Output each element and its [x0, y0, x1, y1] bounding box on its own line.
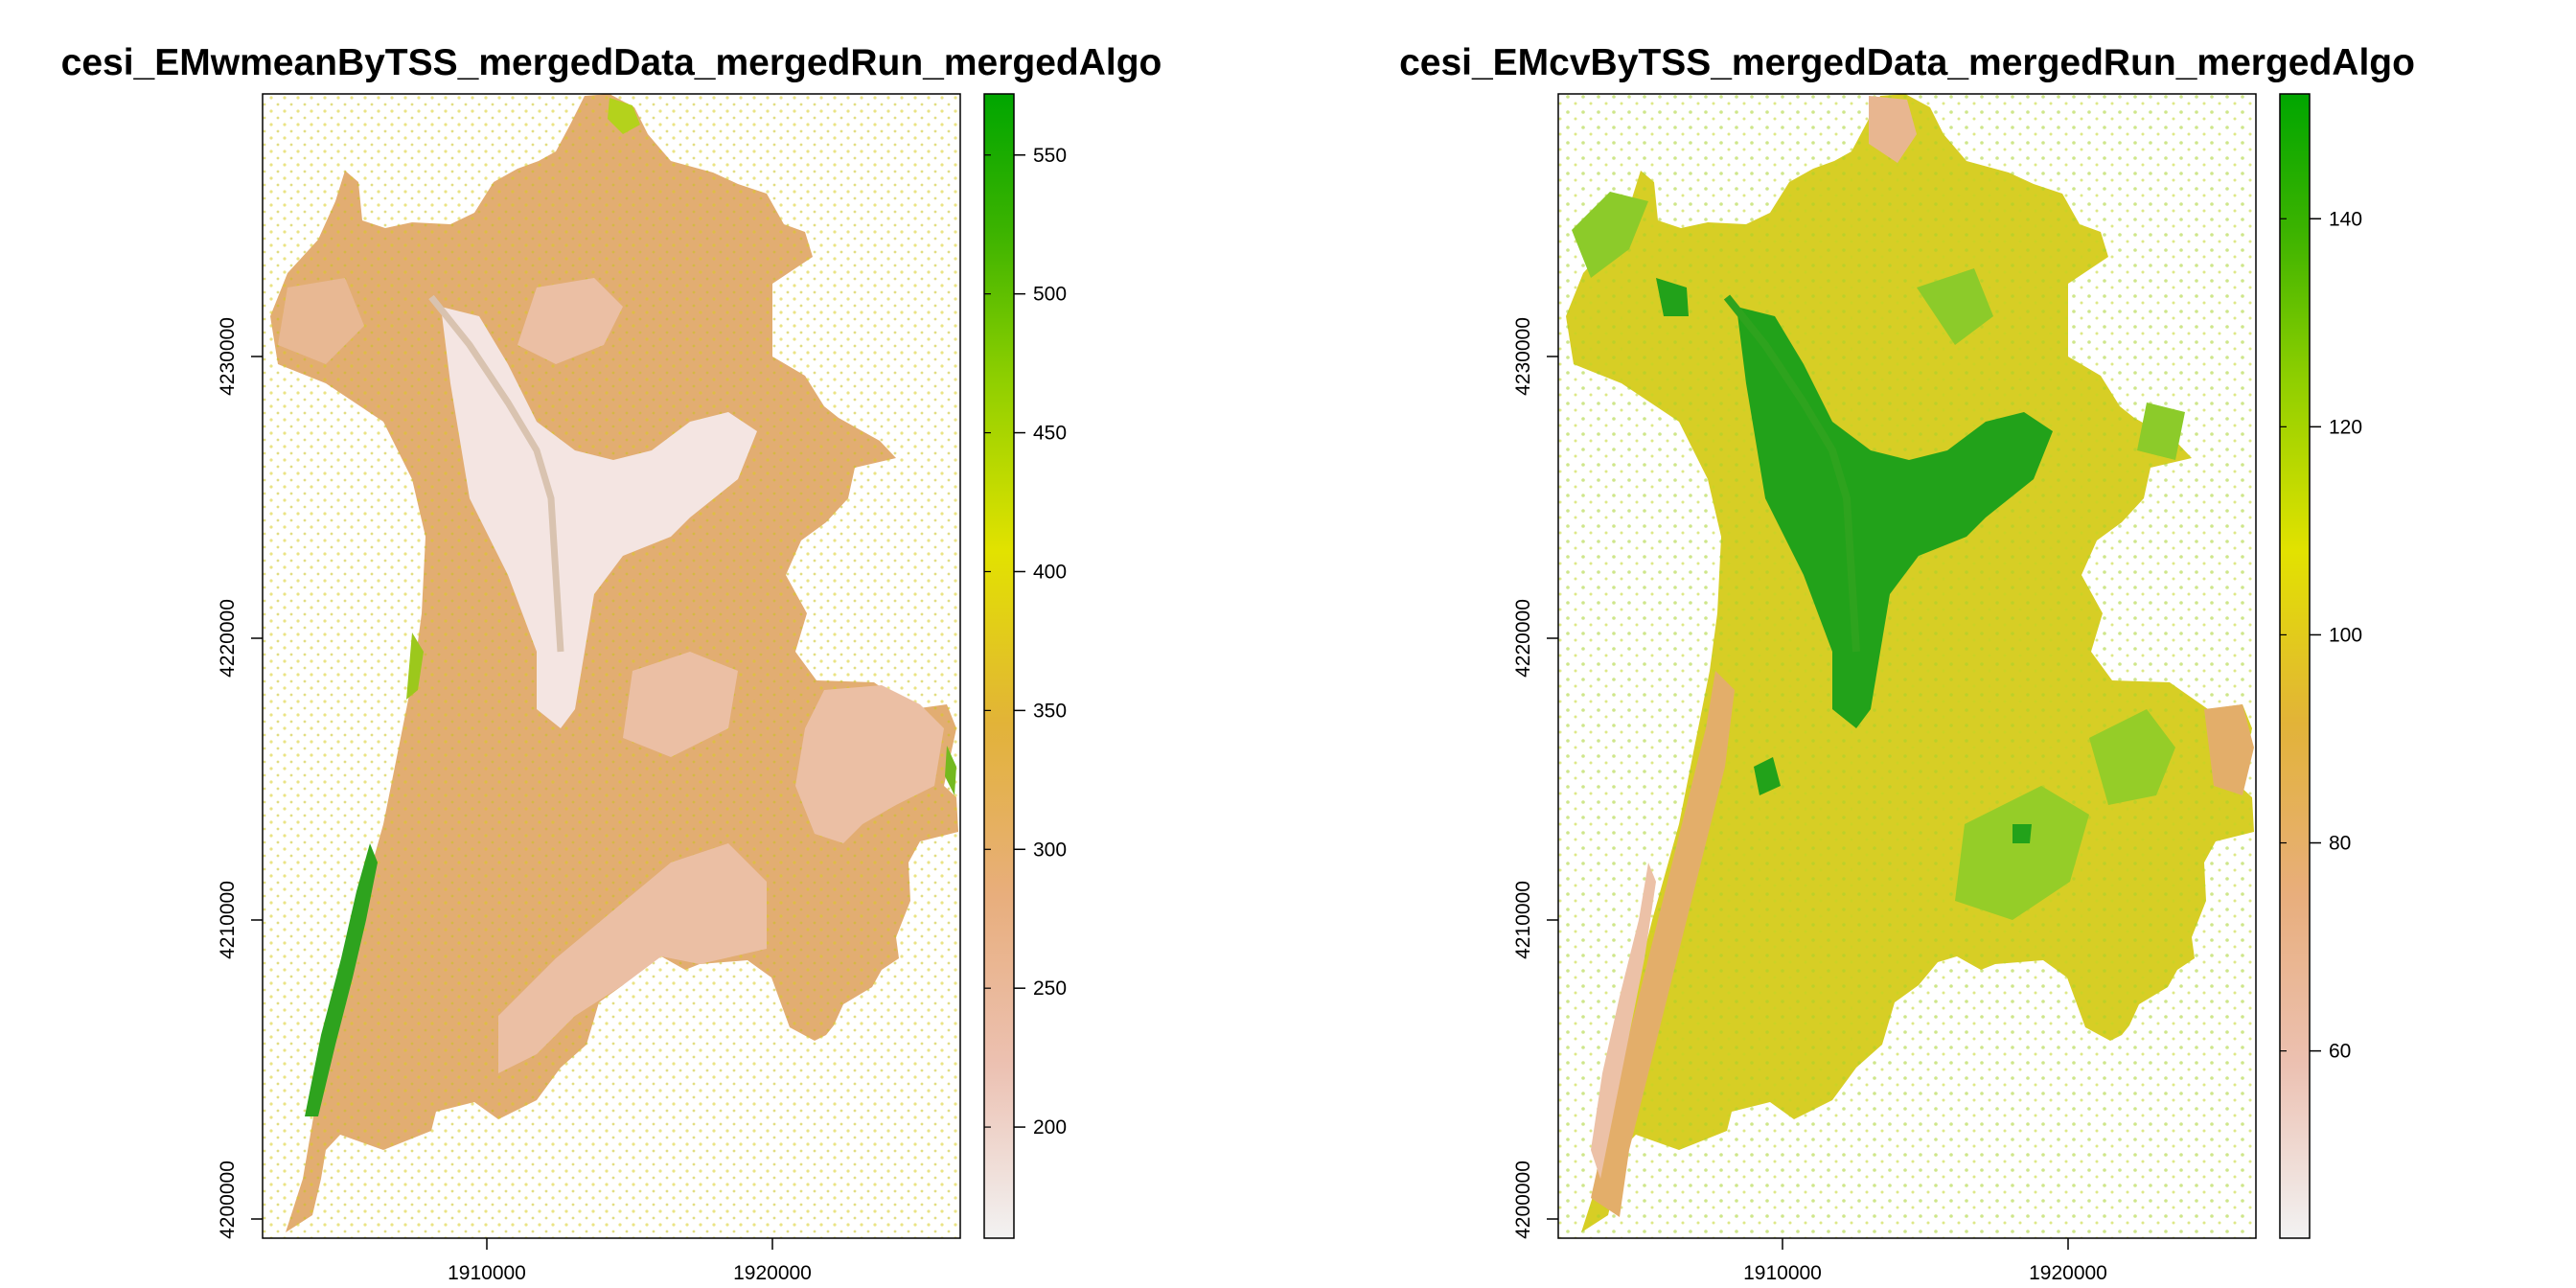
- right-legend-tick-label: 140: [2329, 208, 2362, 230]
- right-urban-core: [1736, 307, 2053, 728]
- left-legend-tick-label: 350: [1033, 700, 1067, 722]
- left-legend: 200 250 300 350 400 450 500 550: [983, 93, 1067, 1239]
- right-darkgreen-patch-w: [1656, 278, 1689, 316]
- left-legend-tick-label: 400: [1033, 561, 1067, 583]
- left-map-frame: [262, 93, 961, 1239]
- right-darkgreen-patch-s: [1754, 757, 1781, 795]
- left-x-tick-label: 1920000: [733, 1262, 812, 1284]
- left-speckle: [263, 94, 960, 1238]
- left-y-axis: 4200000 4210000 4220000 4230000: [217, 317, 263, 1239]
- left-map-raster: [263, 94, 960, 1238]
- left-y-tick-label: 4200000: [217, 1161, 239, 1239]
- right-y-tick-label: 4230000: [1512, 317, 1534, 396]
- right-light-west: [1591, 862, 1656, 1179]
- left-y-tick-label: 4210000: [217, 881, 239, 959]
- left-green-north: [608, 98, 640, 134]
- right-speckle: [1558, 94, 2256, 1238]
- right-x-tick-label: 1920000: [2029, 1262, 2107, 1284]
- left-legend-colorbar: [983, 93, 1015, 1239]
- right-y-tick-label: 4210000: [1512, 881, 1534, 959]
- left-urban-core: [441, 307, 757, 728]
- right-river: [1723, 294, 1860, 653]
- left-panel: cesi_EMwmeanByTSS_mergedData_mergedRun_m…: [61, 42, 1162, 1284]
- left-green-strip: [305, 843, 378, 1116]
- left-light-east: [795, 685, 944, 843]
- left-yellowgreen-strip: [406, 632, 424, 700]
- right-orange-east: [2204, 704, 2254, 795]
- right-legend: 60 80 100 120 140: [2279, 93, 2362, 1239]
- right-green-east-mid: [2137, 402, 2185, 460]
- right-green-west: [1572, 192, 1648, 278]
- left-light-north: [518, 278, 623, 364]
- right-legend-tick-label: 120: [2329, 416, 2362, 438]
- right-green-north: [1917, 268, 1993, 345]
- right-map-raster: [1558, 94, 2256, 1238]
- left-light-south: [498, 843, 767, 1073]
- left-legend-tick-label: 250: [1033, 978, 1067, 1000]
- right-green-south: [1955, 786, 2089, 920]
- right-darkgreen-patch-se: [2012, 824, 2032, 843]
- right-y-tick-label: 4220000: [1512, 599, 1534, 678]
- left-green-east: [945, 746, 956, 795]
- left-x-axis: 1910000 1920000: [448, 1238, 812, 1284]
- right-legend-tick-label: 100: [2329, 624, 2362, 646]
- left-y-tick-label: 4230000: [217, 317, 239, 396]
- right-panel-title: cesi_EMcvByTSS_mergedData_mergedRun_merg…: [1399, 42, 2415, 83]
- right-y-axis: 4200000 4210000 4220000 4230000: [1512, 317, 1558, 1239]
- left-river: [428, 294, 564, 653]
- left-x-tick-label: 1910000: [448, 1262, 526, 1284]
- left-light-mid: [623, 652, 738, 757]
- right-map-frame: [1557, 93, 2257, 1239]
- right-x-axis: 1910000 1920000: [1743, 1238, 2107, 1284]
- right-y-tick-label: 4200000: [1512, 1161, 1534, 1239]
- left-legend-tick-label: 550: [1033, 145, 1067, 167]
- right-orange-west: [1591, 671, 1735, 1217]
- left-legend-tick-label: 300: [1033, 839, 1067, 861]
- right-legend-tick-label: 60: [2329, 1041, 2351, 1063]
- right-green-se: [2089, 709, 2175, 805]
- right-orange-north: [1869, 96, 1917, 163]
- left-legend-tick-label: 500: [1033, 284, 1067, 306]
- right-legend-colorbar: [2279, 93, 2311, 1239]
- left-legend-tick-label: 200: [1033, 1116, 1067, 1138]
- left-panel-title: cesi_EMwmeanByTSS_mergedData_mergedRun_m…: [61, 42, 1162, 83]
- right-legend-tick-label: 80: [2329, 833, 2351, 855]
- left-light-west: [278, 278, 364, 364]
- right-x-tick-label: 1910000: [1743, 1262, 1822, 1284]
- left-y-tick-label: 4220000: [217, 599, 239, 678]
- right-panel: cesi_EMcvByTSS_mergedData_mergedRun_merg…: [1399, 42, 2415, 1284]
- left-legend-tick-label: 450: [1033, 423, 1067, 445]
